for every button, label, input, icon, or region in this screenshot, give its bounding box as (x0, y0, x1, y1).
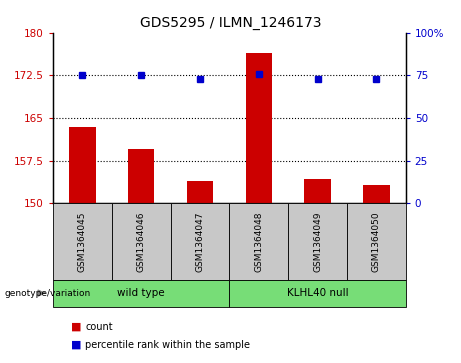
Bar (112, 203, 171, 280)
Text: GSM1364050: GSM1364050 (372, 211, 381, 272)
Text: ■: ■ (71, 340, 82, 350)
Bar (53, 280, 230, 307)
Bar (187, 180, 213, 203)
Bar (363, 185, 390, 203)
Bar (171, 203, 230, 280)
Text: count: count (85, 322, 113, 332)
Bar (347, 203, 406, 280)
Text: GSM1364045: GSM1364045 (78, 211, 87, 272)
Bar (246, 53, 272, 203)
Text: GSM1364048: GSM1364048 (254, 211, 263, 272)
Bar (69, 126, 95, 203)
Bar (53, 203, 112, 280)
Bar (229, 203, 288, 280)
Bar (128, 149, 154, 203)
Text: percentile rank within the sample: percentile rank within the sample (85, 340, 250, 350)
Bar (304, 179, 331, 203)
Text: genotype/variation: genotype/variation (5, 289, 91, 298)
Bar (288, 203, 347, 280)
Text: GSM1364049: GSM1364049 (313, 211, 322, 272)
Text: GSM1364047: GSM1364047 (195, 211, 205, 272)
Text: ■: ■ (71, 322, 82, 332)
Text: wild type: wild type (118, 288, 165, 298)
Bar (229, 280, 406, 307)
Text: GSM1364046: GSM1364046 (136, 211, 146, 272)
Text: KLHL40 null: KLHL40 null (287, 288, 349, 298)
Text: GDS5295 / ILMN_1246173: GDS5295 / ILMN_1246173 (140, 16, 321, 30)
